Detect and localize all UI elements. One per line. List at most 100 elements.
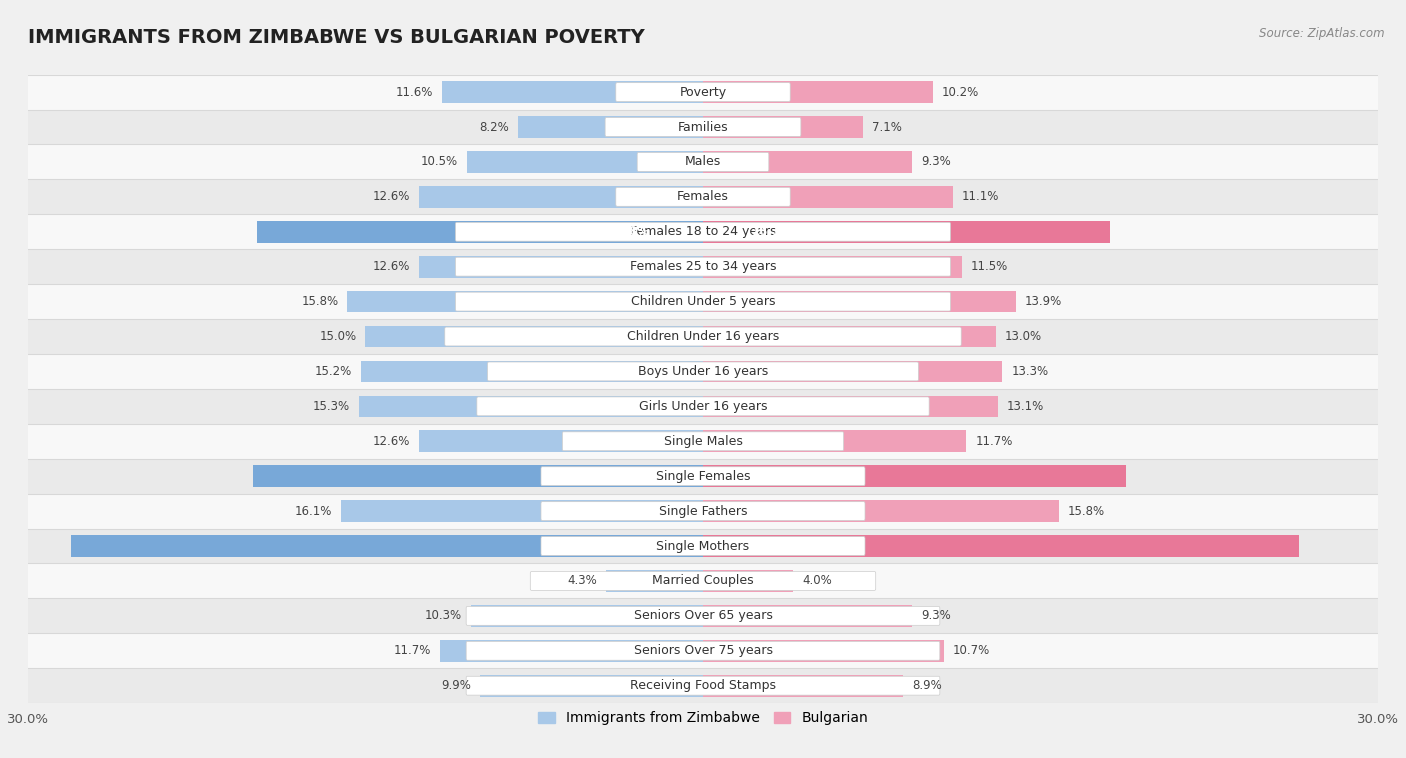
Text: 11.5%: 11.5% xyxy=(970,260,1008,273)
Bar xyxy=(28,354,1378,389)
Bar xyxy=(703,221,1111,243)
Text: Boys Under 16 years: Boys Under 16 years xyxy=(638,365,768,378)
Bar xyxy=(28,74,1378,110)
Text: Source: ZipAtlas.com: Source: ZipAtlas.com xyxy=(1260,27,1385,39)
Text: 8.9%: 8.9% xyxy=(912,679,942,692)
Text: 9.3%: 9.3% xyxy=(921,609,950,622)
Text: Families: Families xyxy=(678,121,728,133)
FancyBboxPatch shape xyxy=(456,292,950,311)
FancyBboxPatch shape xyxy=(616,187,790,206)
FancyBboxPatch shape xyxy=(616,83,790,102)
FancyBboxPatch shape xyxy=(456,222,950,241)
Text: 13.3%: 13.3% xyxy=(1011,365,1049,378)
Bar xyxy=(28,319,1378,354)
Text: Seniors Over 75 years: Seniors Over 75 years xyxy=(634,644,772,657)
Bar xyxy=(28,634,1378,669)
Bar xyxy=(703,640,943,662)
Bar xyxy=(703,186,953,208)
Text: Poverty: Poverty xyxy=(679,86,727,99)
Text: 10.7%: 10.7% xyxy=(953,644,990,657)
Text: Females 18 to 24 years: Females 18 to 24 years xyxy=(630,225,776,238)
Text: 15.3%: 15.3% xyxy=(312,400,350,413)
FancyBboxPatch shape xyxy=(541,467,865,486)
Text: Girls Under 16 years: Girls Under 16 years xyxy=(638,400,768,413)
Bar xyxy=(703,116,863,138)
Text: 16.1%: 16.1% xyxy=(294,505,332,518)
Text: 28.1%: 28.1% xyxy=(586,540,627,553)
Bar xyxy=(28,459,1378,493)
Bar xyxy=(703,605,912,627)
Text: 11.7%: 11.7% xyxy=(394,644,430,657)
Bar xyxy=(703,465,1126,487)
Bar xyxy=(28,389,1378,424)
FancyBboxPatch shape xyxy=(467,676,939,695)
FancyBboxPatch shape xyxy=(467,641,939,660)
Text: 10.5%: 10.5% xyxy=(420,155,458,168)
Bar xyxy=(703,396,998,417)
Text: 11.1%: 11.1% xyxy=(962,190,1000,203)
Bar xyxy=(70,535,703,557)
FancyBboxPatch shape xyxy=(456,257,950,276)
Text: Children Under 5 years: Children Under 5 years xyxy=(631,295,775,308)
Bar xyxy=(28,180,1378,215)
Text: Receiving Food Stamps: Receiving Food Stamps xyxy=(630,679,776,692)
Bar xyxy=(703,500,1059,522)
FancyBboxPatch shape xyxy=(530,572,876,590)
Bar xyxy=(419,256,703,277)
FancyBboxPatch shape xyxy=(637,152,769,171)
Bar xyxy=(703,81,932,103)
FancyBboxPatch shape xyxy=(444,327,962,346)
Text: Children Under 16 years: Children Under 16 years xyxy=(627,330,779,343)
Bar xyxy=(347,291,703,312)
Text: 10.2%: 10.2% xyxy=(942,86,979,99)
Bar xyxy=(340,500,703,522)
Bar xyxy=(703,256,962,277)
Text: 13.9%: 13.9% xyxy=(1025,295,1062,308)
Bar xyxy=(519,116,703,138)
FancyBboxPatch shape xyxy=(541,537,865,556)
Text: 19.8%: 19.8% xyxy=(609,225,650,238)
Text: Single Females: Single Females xyxy=(655,470,751,483)
Text: 9.3%: 9.3% xyxy=(921,155,950,168)
Text: Single Fathers: Single Fathers xyxy=(659,505,747,518)
Bar xyxy=(703,675,903,697)
Text: 9.9%: 9.9% xyxy=(441,679,471,692)
Bar xyxy=(257,221,703,243)
FancyBboxPatch shape xyxy=(488,362,918,381)
Text: 15.0%: 15.0% xyxy=(319,330,357,343)
Text: Single Males: Single Males xyxy=(664,435,742,448)
Bar xyxy=(28,145,1378,180)
Bar xyxy=(606,570,703,592)
Text: 12.6%: 12.6% xyxy=(373,435,411,448)
Bar xyxy=(28,528,1378,563)
Bar xyxy=(366,326,703,347)
Text: Females 25 to 34 years: Females 25 to 34 years xyxy=(630,260,776,273)
Bar xyxy=(481,675,703,697)
Bar xyxy=(359,396,703,417)
Bar xyxy=(440,640,703,662)
Legend: Immigrants from Zimbabwe, Bulgarian: Immigrants from Zimbabwe, Bulgarian xyxy=(533,706,873,731)
FancyBboxPatch shape xyxy=(562,432,844,451)
Bar xyxy=(28,249,1378,284)
Bar xyxy=(703,361,1002,382)
Bar xyxy=(28,215,1378,249)
Bar xyxy=(703,151,912,173)
Text: 11.6%: 11.6% xyxy=(395,86,433,99)
Text: IMMIGRANTS FROM ZIMBABWE VS BULGARIAN POVERTY: IMMIGRANTS FROM ZIMBABWE VS BULGARIAN PO… xyxy=(28,28,645,47)
Text: 10.3%: 10.3% xyxy=(425,609,463,622)
FancyBboxPatch shape xyxy=(541,502,865,521)
Bar xyxy=(28,598,1378,634)
Bar xyxy=(441,81,703,103)
Text: Males: Males xyxy=(685,155,721,168)
Text: 11.7%: 11.7% xyxy=(976,435,1012,448)
Text: Seniors Over 65 years: Seniors Over 65 years xyxy=(634,609,772,622)
Bar xyxy=(703,326,995,347)
Text: 13.1%: 13.1% xyxy=(1007,400,1045,413)
Text: 7.1%: 7.1% xyxy=(872,121,901,133)
Bar xyxy=(28,669,1378,703)
Text: 4.3%: 4.3% xyxy=(568,575,598,587)
Text: 8.2%: 8.2% xyxy=(479,121,509,133)
Text: 15.8%: 15.8% xyxy=(1067,505,1105,518)
Text: Females: Females xyxy=(678,190,728,203)
Text: 12.6%: 12.6% xyxy=(373,190,411,203)
